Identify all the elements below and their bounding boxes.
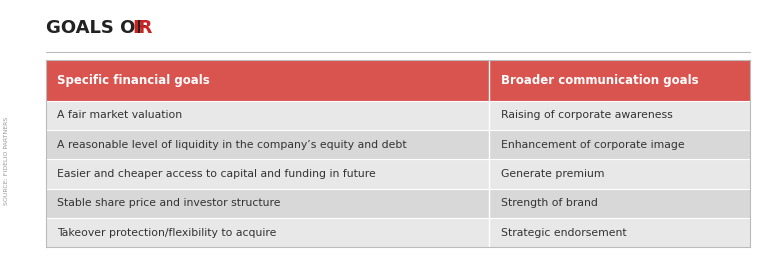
Text: GOALS OF: GOALS OF — [46, 19, 154, 37]
Text: Takeover protection/flexibility to acquire: Takeover protection/flexibility to acqui… — [57, 228, 277, 238]
Text: IR: IR — [133, 19, 153, 37]
Text: Broader communication goals: Broader communication goals — [501, 74, 698, 87]
Text: Specific financial goals: Specific financial goals — [57, 74, 210, 87]
Text: Easier and cheaper access to capital and funding in future: Easier and cheaper access to capital and… — [57, 169, 376, 179]
Text: Generate premium: Generate premium — [501, 169, 604, 179]
FancyBboxPatch shape — [46, 101, 489, 130]
FancyBboxPatch shape — [489, 159, 750, 188]
Text: A fair market valuation: A fair market valuation — [57, 110, 183, 120]
Text: Enhancement of corporate image: Enhancement of corporate image — [501, 140, 684, 150]
Text: Stable share price and investor structure: Stable share price and investor structur… — [57, 198, 281, 208]
Text: A reasonable level of liquidity in the company’s equity and debt: A reasonable level of liquidity in the c… — [57, 140, 407, 150]
FancyBboxPatch shape — [46, 188, 489, 218]
Text: Strategic endorsement: Strategic endorsement — [501, 228, 626, 238]
Text: SOURCE: FIDELIO PARTNERS: SOURCE: FIDELIO PARTNERS — [4, 117, 9, 205]
Text: Strength of brand: Strength of brand — [501, 198, 597, 208]
FancyBboxPatch shape — [489, 188, 750, 218]
FancyBboxPatch shape — [489, 101, 750, 130]
FancyBboxPatch shape — [489, 218, 750, 247]
FancyBboxPatch shape — [489, 130, 750, 159]
FancyBboxPatch shape — [46, 60, 750, 101]
FancyBboxPatch shape — [46, 218, 489, 247]
Text: Raising of corporate awareness: Raising of corporate awareness — [501, 110, 672, 120]
FancyBboxPatch shape — [46, 159, 489, 188]
FancyBboxPatch shape — [46, 130, 489, 159]
